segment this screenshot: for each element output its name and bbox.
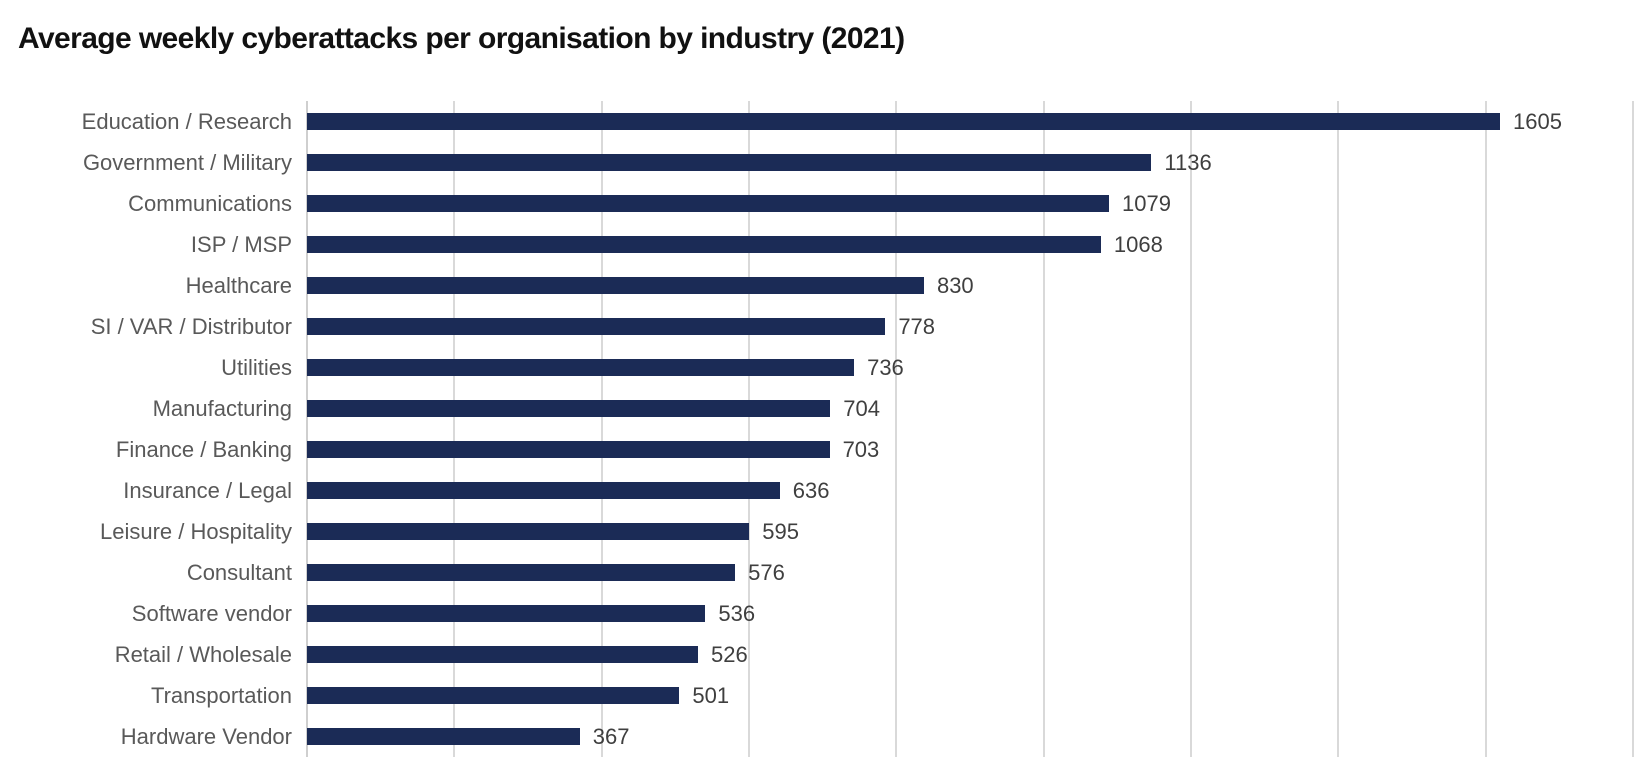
category-label: Healthcare: [185, 272, 292, 298]
value-label: 703: [842, 436, 880, 462]
bar-track: 703: [307, 429, 1645, 470]
category-label: Utilities: [221, 354, 292, 380]
bar-row: Healthcare 830: [0, 265, 1645, 306]
y-axis-line: [306, 101, 308, 757]
category-label: Transportation: [150, 682, 292, 708]
bar-row: Hardware Vendor 367: [0, 716, 1645, 757]
value-label: 526: [710, 641, 748, 667]
category-label: Education / Research: [81, 108, 292, 134]
category-label: Manufacturing: [152, 395, 292, 421]
value-label: 595: [762, 518, 799, 544]
bar: [307, 236, 1101, 253]
gridline: [1632, 101, 1634, 757]
bar-track: 1605: [307, 101, 1645, 142]
category-label: Leisure / Hospitality: [100, 518, 292, 544]
bar-track: 576: [307, 552, 1645, 593]
bar-track: 595: [307, 511, 1645, 552]
bar: [307, 605, 706, 622]
bar-track: 367: [307, 716, 1645, 757]
bar-track: 536: [307, 593, 1645, 634]
bar: [307, 113, 1501, 130]
value-label: 1136: [1164, 149, 1212, 175]
value-label: 367: [592, 723, 630, 749]
bar: [307, 728, 580, 745]
gridline: [1337, 101, 1340, 757]
bar-track: 636: [307, 470, 1645, 511]
value-label: 1605: [1513, 108, 1562, 134]
value-label: 536: [718, 600, 756, 626]
bar: [307, 277, 924, 294]
gridline: [1484, 101, 1487, 757]
bar: [307, 564, 736, 581]
value-label: 830: [936, 272, 974, 298]
bar-track: 830: [307, 265, 1645, 306]
category-label: SI / VAR / Distributor: [90, 313, 292, 339]
value-label: 778: [898, 313, 936, 339]
category-label: Communications: [128, 190, 292, 216]
bar-row: Finance / Banking 703: [0, 429, 1645, 470]
gridline: [1042, 101, 1045, 757]
bar-row: Insurance / Legal 636: [0, 470, 1645, 511]
bar: [307, 359, 855, 376]
bar: [307, 154, 1152, 171]
category-label: Finance / Banking: [115, 436, 292, 462]
bar-row: Leisure / Hospitality 595: [0, 511, 1645, 552]
value-label: 576: [748, 559, 785, 585]
bar: [307, 441, 830, 458]
category-label: Software vendor: [131, 600, 292, 626]
bar-row: Communications 1079: [0, 183, 1645, 224]
bar-row: Education / Research 1605: [0, 101, 1645, 142]
grid-layer: [306, 101, 1634, 757]
bar: [307, 318, 886, 335]
value-label: 736: [867, 354, 904, 380]
category-label: Government / Military: [82, 149, 292, 175]
bar-track: 1068: [307, 224, 1645, 265]
gridline: [895, 101, 898, 757]
value-label: 704: [843, 395, 881, 421]
category-label: Insurance / Legal: [123, 477, 292, 503]
bar-track: 501: [307, 675, 1645, 716]
bar-row: Software vendor 536: [0, 593, 1645, 634]
bar-row: Utilities 736: [0, 347, 1645, 388]
bar: [307, 646, 698, 663]
gridline: [1190, 101, 1192, 757]
bar-row: Consultant 576: [0, 552, 1645, 593]
bar-track: 704: [307, 388, 1645, 429]
bar-row: Government / Military 1136: [0, 142, 1645, 183]
bar-track: 526: [307, 634, 1645, 675]
gridline: [748, 101, 750, 757]
bar: [307, 687, 680, 704]
value-label: 501: [692, 682, 730, 708]
gridline: [600, 101, 603, 757]
rows-layer: Education / Research 1605 Government / M…: [0, 101, 1645, 757]
value-label: 636: [792, 477, 830, 503]
bar: [307, 195, 1110, 212]
value-label: 1079: [1122, 190, 1171, 216]
bar-track: 1079: [307, 183, 1645, 224]
bar: [307, 523, 750, 540]
bar-row: SI / VAR / Distributor 778: [0, 306, 1645, 347]
bar-row: Transportation 501: [0, 675, 1645, 716]
bar-track: 736: [307, 347, 1645, 388]
bar-row: ISP / MSP 1068: [0, 224, 1645, 265]
bar-track: 778: [307, 306, 1645, 347]
category-label: Consultant: [186, 559, 292, 585]
bar-row: Retail / Wholesale 526: [0, 634, 1645, 675]
category-label: Retail / Wholesale: [114, 641, 292, 667]
bar-chart: Education / Research 1605 Government / M…: [0, 101, 1645, 757]
gridline: [453, 101, 456, 757]
category-label: Hardware Vendor: [120, 723, 292, 749]
value-label: 1068: [1113, 231, 1163, 257]
bar-track: 1136: [307, 142, 1645, 183]
chart-title: Average weekly cyberattacks per organisa…: [18, 22, 905, 55]
bar: [307, 400, 831, 417]
bar: [307, 482, 780, 499]
category-label: ISP / MSP: [190, 231, 292, 257]
bar-row: Manufacturing 704: [0, 388, 1645, 429]
